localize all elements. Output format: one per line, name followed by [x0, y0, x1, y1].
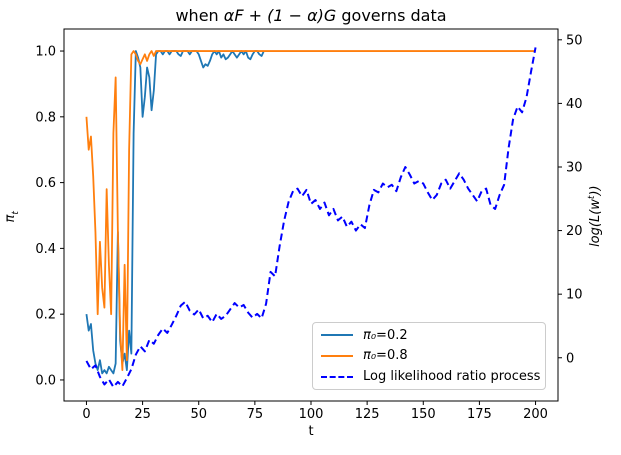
x-tick-label: 200 [523, 407, 548, 422]
series-line-2 [85, 47, 537, 389]
legend: π₀=0.2 π₀=0.8 Log likelihood ratio process [312, 322, 546, 390]
title-prefix: when [175, 6, 224, 25]
legend-line-sample [321, 334, 353, 337]
y-left-sub: t [10, 211, 21, 215]
y-right-sup: t [586, 195, 597, 200]
title-suffix: governs data [336, 6, 447, 25]
x-tick-label: 150 [411, 407, 436, 422]
x-tick-label: 100 [299, 407, 324, 422]
legend-label-symbol: π₀ [363, 327, 377, 343]
legend-entry-2: Log likelihood ratio process [321, 367, 541, 387]
y-left-tick-label: 0.0 [35, 373, 56, 388]
y-left-tick-label: 0.8 [35, 110, 56, 125]
y-right-prefix: log(L(w [588, 199, 604, 247]
legend-entry-0: π₀=0.2 [321, 325, 537, 345]
legend-label-symbol: π₀ [363, 348, 377, 364]
series-line-1 [85, 50, 536, 371]
y-left-tick-label: 1.0 [35, 45, 56, 60]
x-tick-label: 25 [134, 407, 151, 422]
y-right-tick-label: 0 [566, 351, 574, 366]
y-right-tick-label: 40 [566, 97, 583, 112]
legend-label: Log likelihood ratio process [363, 369, 541, 385]
x-tick-label: 125 [355, 407, 380, 422]
y-left-tick-label: 0.4 [35, 242, 56, 257]
y-right-suffix: )) [588, 185, 604, 196]
y-left-tick-label: 0.2 [35, 308, 56, 323]
title-math: αF + (1 − α)G [223, 6, 337, 25]
legend-label: π₀=0.8 [363, 348, 408, 364]
y-left-base: π [3, 214, 19, 223]
legend-line-sample [321, 354, 353, 357]
y-right-tick-label: 10 [566, 288, 583, 303]
y-axis-label-left: πt [3, 177, 21, 257]
x-tick-label: 50 [190, 407, 207, 422]
y-right-tick-label: 30 [566, 160, 583, 175]
x-tick-label: 0 [82, 407, 90, 422]
y-axis-label-right: log(L(wt)) [587, 176, 603, 256]
axes-frame [63, 28, 559, 402]
chart-title: when αF + (1 − α)G governs data [64, 6, 558, 25]
legend-label: π₀=0.2 [363, 327, 408, 343]
legend-entry-1: π₀=0.8 [321, 346, 537, 366]
y-left-tick-label: 0.6 [35, 176, 56, 191]
x-axis-label: t [308, 424, 314, 439]
y-right-tick-label: 50 [566, 33, 583, 48]
x-tick-label: 75 [247, 407, 264, 422]
x-tick-label: 175 [467, 407, 492, 422]
y-right-tick-label: 20 [566, 224, 583, 239]
legend-line-sample [321, 375, 353, 378]
